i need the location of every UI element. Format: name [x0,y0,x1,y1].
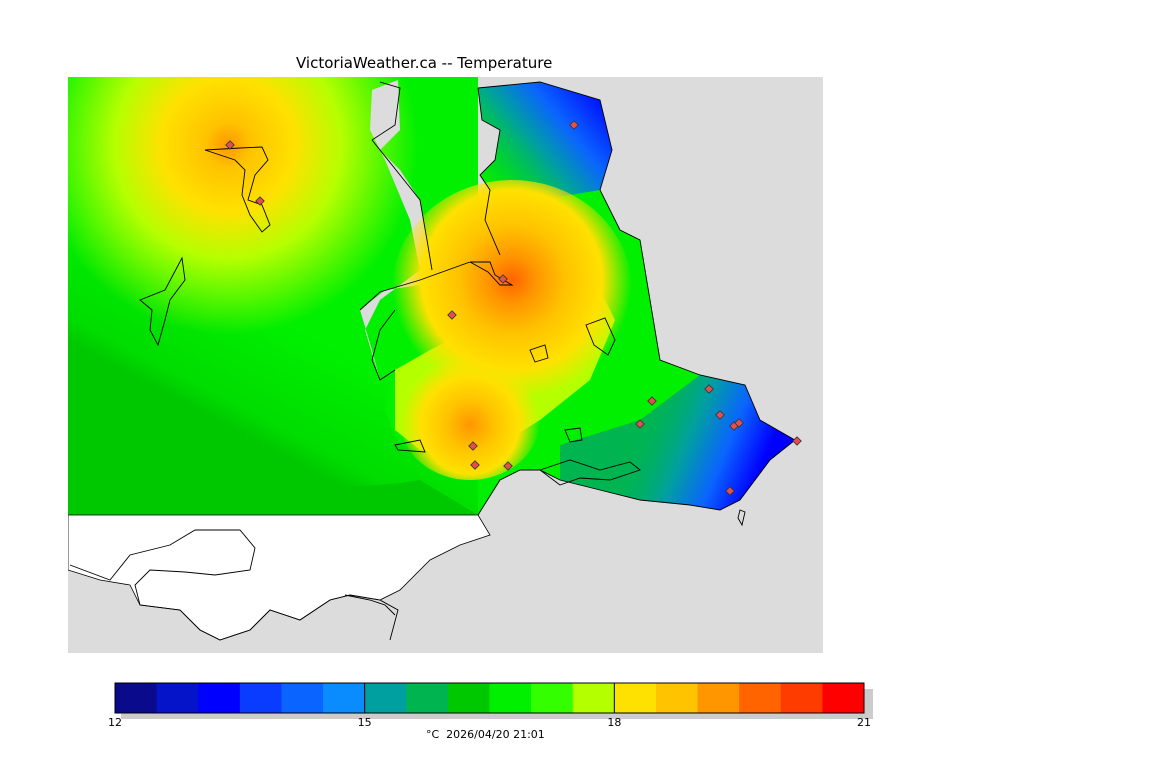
legend-swatch [406,683,449,713]
legend-tick-label: 12 [108,716,122,729]
legend-tick-label: 15 [357,716,372,729]
legend-swatch [115,683,158,713]
legend-swatch [239,683,282,713]
weather-stations [225,120,802,496]
legend-caption: °C 2026/04/20 21:01 [426,728,545,741]
legend-tick-label: 18 [607,716,622,729]
temperature-field-east [385,82,795,515]
legend-swatch [697,683,740,713]
legend-swatch [531,683,574,713]
legend-swatch [614,683,657,713]
legend-swatches [115,683,865,713]
legend-swatch [281,683,324,713]
legend-swatch [822,683,865,713]
legend-swatch [156,683,199,713]
legend-swatch [364,683,407,713]
legend-swatch [572,683,615,713]
legend-swatch [489,683,532,713]
legend-swatch [447,683,490,713]
legend-swatch [739,683,782,713]
legend-swatch [780,683,823,713]
legend-ticks [114,683,865,713]
legend-swatch [198,683,241,713]
legend-swatch [655,683,699,713]
legend-swatch [323,683,366,713]
legend-tick-label: 21 [857,716,871,729]
map-title: VictoriaWeather.ca -- Temperature [296,54,553,72]
